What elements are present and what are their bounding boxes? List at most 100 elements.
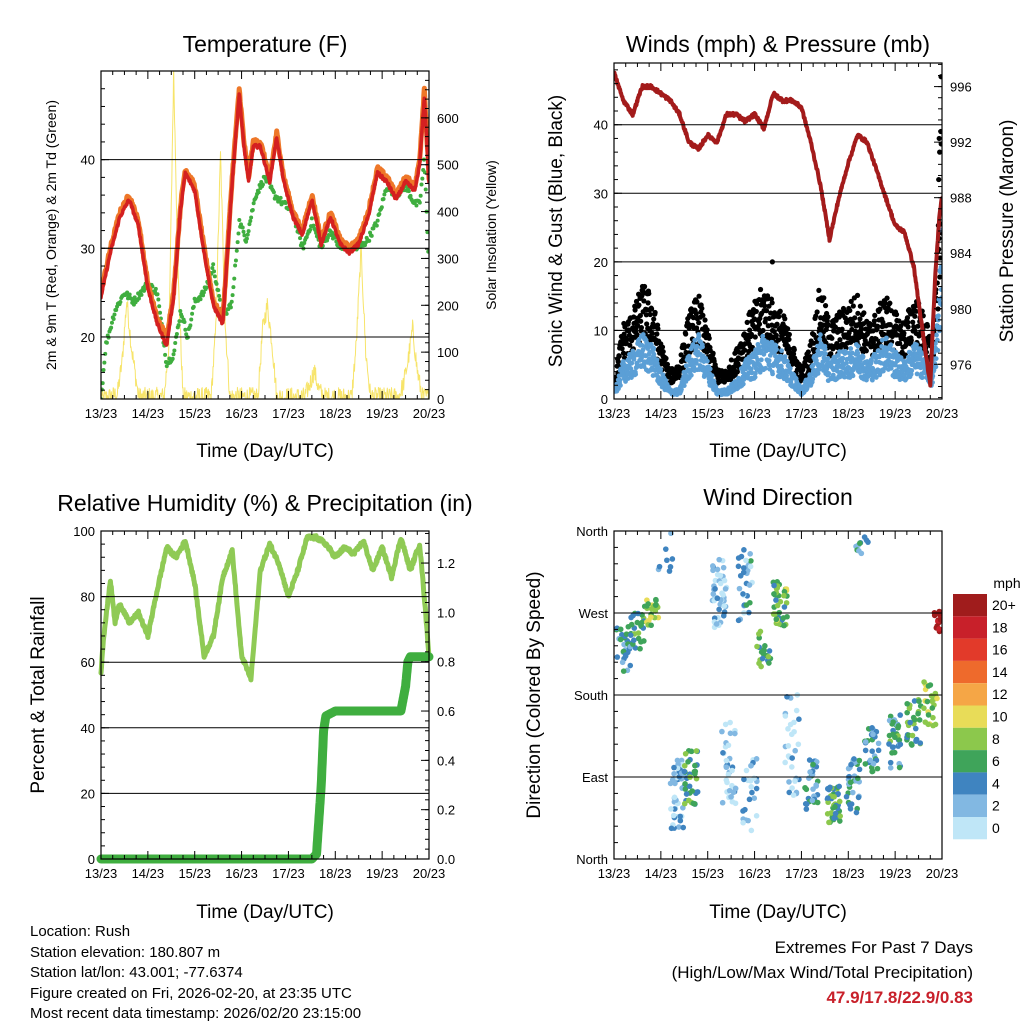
- y-axis-label: Percent & Total Rainfall: [28, 596, 49, 793]
- x-tick-label: 13/23: [85, 866, 118, 881]
- dewpoint-point: [232, 276, 237, 281]
- legend-label: 20+: [992, 597, 1016, 613]
- dewpoint-point: [176, 323, 181, 328]
- wind-point: [707, 366, 713, 372]
- direction-point: [648, 614, 654, 620]
- wind-point: [860, 354, 866, 360]
- gust-point: [828, 351, 834, 357]
- dewpoint-point: [420, 176, 425, 181]
- legend-title: mph: [993, 575, 1020, 591]
- direction-point: [890, 719, 896, 725]
- direction-point: [676, 824, 682, 830]
- direction-point: [664, 557, 670, 564]
- gust-point: [700, 312, 706, 318]
- direction-point: [653, 596, 659, 603]
- direction-point: [749, 789, 755, 796]
- direction-point: [869, 768, 875, 775]
- direction-point: [765, 653, 772, 660]
- gust-point: [777, 308, 783, 314]
- dewpoint-point: [230, 293, 235, 298]
- direction-point: [748, 762, 754, 769]
- dewpoint-point: [423, 187, 428, 192]
- gust-point: [634, 322, 641, 328]
- direction-point: [847, 805, 854, 812]
- direction-point: [753, 785, 760, 792]
- wind-point: [782, 354, 788, 360]
- direction-point: [897, 712, 904, 718]
- direction-point: [736, 585, 743, 592]
- direction-point: [727, 719, 733, 726]
- direction-point: [748, 784, 755, 790]
- wind-point: [681, 383, 687, 389]
- elevation-text: Station elevation: 180.807 m: [30, 943, 221, 961]
- x-tick-label: 19/23: [879, 866, 912, 881]
- direction-point: [774, 602, 781, 609]
- dewpoint-point: [174, 332, 179, 337]
- gust-point: [647, 311, 653, 318]
- direction-point: [754, 643, 760, 650]
- dewpoint-point: [104, 340, 109, 345]
- direction-point: [789, 755, 795, 761]
- direction-point: [743, 557, 749, 564]
- direction-point: [725, 742, 732, 749]
- x-tick-label: 17/23: [785, 406, 818, 421]
- direction-point: [916, 698, 922, 705]
- y-tick-label: 30: [81, 241, 95, 256]
- gust-point: [888, 308, 894, 314]
- direction-point: [796, 716, 802, 722]
- gust-point: [776, 314, 782, 320]
- direction-point: [853, 809, 860, 816]
- dewpoint-point: [191, 304, 196, 309]
- direction-point: [907, 719, 913, 726]
- direction-point: [630, 637, 637, 643]
- direction-point: [622, 652, 629, 658]
- dewpoint-point: [229, 299, 234, 304]
- wind-point: [835, 352, 841, 358]
- temp-9m-line: [101, 92, 429, 347]
- direction-point: [638, 639, 644, 645]
- wind-point: [933, 364, 939, 370]
- gust-point: [837, 337, 843, 343]
- direction-point: [747, 550, 753, 557]
- y-right-tick-label: 200: [437, 298, 459, 313]
- created-text: Figure created on Fri, 2026-02-20, at 23…: [30, 984, 352, 1002]
- direction-point: [832, 810, 839, 817]
- direction-point: [925, 721, 931, 728]
- dewpoint-point: [224, 311, 229, 316]
- y-right-tick-label: 0.8: [437, 655, 455, 670]
- wind-point: [692, 337, 698, 343]
- dewpoint-point: [182, 319, 187, 324]
- dewpoint-point: [377, 211, 382, 216]
- x-tick-label: 20/23: [926, 406, 959, 421]
- dewpoint-point: [204, 285, 209, 290]
- direction-point: [746, 796, 753, 803]
- gust-point: [936, 176, 942, 183]
- direction-point: [677, 813, 684, 820]
- dewpoint-point: [247, 222, 252, 227]
- wind-point: [823, 351, 828, 356]
- dewpoint-point: [178, 309, 183, 314]
- dewpoint-point: [189, 317, 194, 322]
- direction-point: [667, 564, 674, 570]
- dewpoint-point: [233, 263, 238, 268]
- y-tick-label: 40: [594, 118, 608, 133]
- legend-label: 16: [992, 642, 1008, 658]
- gust-point: [620, 350, 627, 356]
- wind-point: [937, 324, 942, 330]
- gust-point: [790, 351, 797, 357]
- dewpoint-point: [244, 239, 249, 244]
- direction-point: [862, 739, 869, 745]
- direction-point: [727, 730, 734, 737]
- direction-point: [614, 654, 621, 660]
- y-tick-label: 30: [594, 186, 608, 201]
- gust-point: [766, 315, 772, 322]
- direction-point: [927, 682, 934, 688]
- chart-title: Temperature (F): [183, 31, 348, 57]
- dewpoint-point: [374, 223, 379, 228]
- gust-point: [867, 321, 873, 327]
- direction-point: [742, 806, 748, 813]
- gust-point: [924, 323, 931, 329]
- wind-point: [939, 302, 942, 308]
